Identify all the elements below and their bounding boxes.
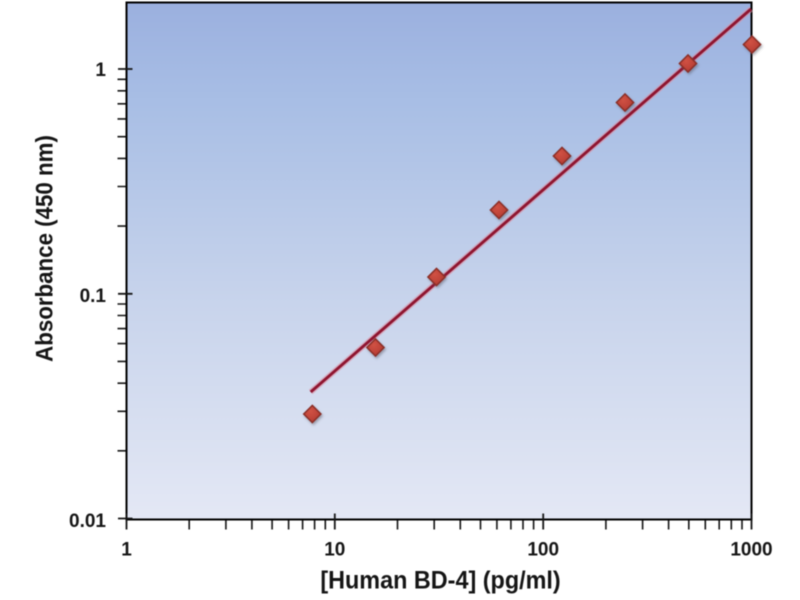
svg-text:1: 1 [95, 60, 106, 81]
svg-text:Absorbance (450 nm): Absorbance (450 nm) [31, 135, 58, 362]
svg-text:10: 10 [324, 540, 345, 561]
svg-text:0.01: 0.01 [69, 511, 106, 532]
svg-text:100: 100 [527, 540, 559, 561]
svg-text:0.1: 0.1 [80, 286, 107, 307]
svg-text:[Human BD-4] (pg/ml): [Human BD-4] (pg/ml) [320, 567, 560, 595]
svg-text:1: 1 [121, 540, 132, 561]
svg-text:1000: 1000 [730, 540, 772, 561]
